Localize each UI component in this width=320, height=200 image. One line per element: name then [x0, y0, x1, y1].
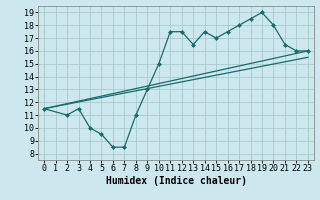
X-axis label: Humidex (Indice chaleur): Humidex (Indice chaleur)	[106, 176, 246, 186]
